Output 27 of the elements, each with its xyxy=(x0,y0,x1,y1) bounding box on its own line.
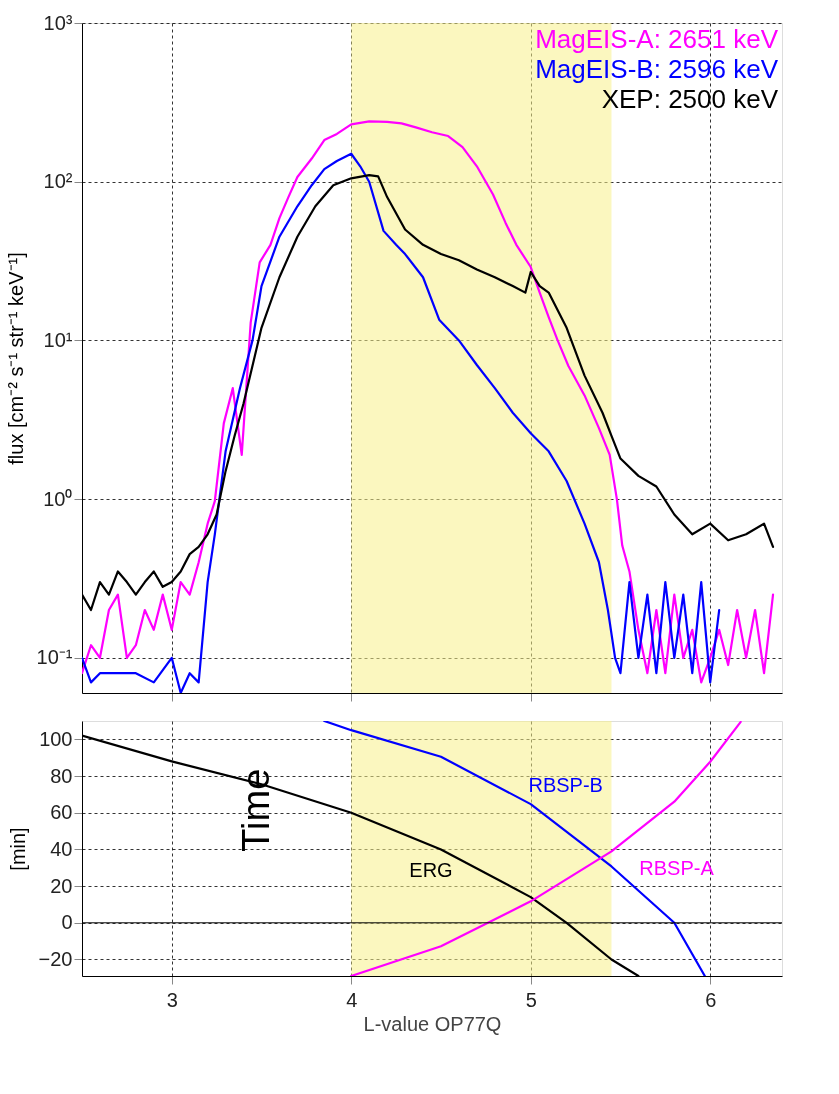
y-tick-label: 10³ xyxy=(43,11,73,34)
text: MagEIS-B: 2596 keV xyxy=(535,54,779,84)
x-tick-label: 4 xyxy=(346,988,358,1011)
y-tick-label: 80 xyxy=(50,764,73,787)
y-tick-label: 60 xyxy=(50,801,73,824)
x-axis-title: L-value OP77Q xyxy=(363,1012,502,1035)
y-tick-label: 10⁻¹ xyxy=(36,646,73,669)
x-tick-label: 3 xyxy=(166,988,178,1011)
y-tick-label: −20 xyxy=(38,947,73,970)
y-tick-label: 10⁰ xyxy=(43,487,73,510)
text: MagEIS-A: 2651 keV xyxy=(535,24,779,54)
y-tick-label: 40 xyxy=(50,837,73,860)
annotation: Time xyxy=(235,768,277,852)
y-tick-label: 10² xyxy=(43,170,73,193)
line-series xyxy=(350,721,742,976)
series-label: ERG xyxy=(409,859,453,882)
y-tick-label: 0 xyxy=(61,911,73,934)
y-axis-title: [min] xyxy=(6,827,29,871)
y-tick-label: 20 xyxy=(50,874,73,897)
y-tick-label: 100 xyxy=(39,727,73,750)
y-tick-label: 10¹ xyxy=(43,328,73,351)
series-label: RBSP-B xyxy=(528,774,603,797)
y-axis-title: flux [cm⁻² s⁻¹ str⁻¹ keV⁻¹] xyxy=(4,252,27,465)
series-label: RBSP-A xyxy=(639,857,715,880)
text: XEP: 2500 keV xyxy=(601,84,779,114)
x-tick-label: 6 xyxy=(705,988,717,1011)
x-tick-label: 5 xyxy=(525,988,537,1011)
